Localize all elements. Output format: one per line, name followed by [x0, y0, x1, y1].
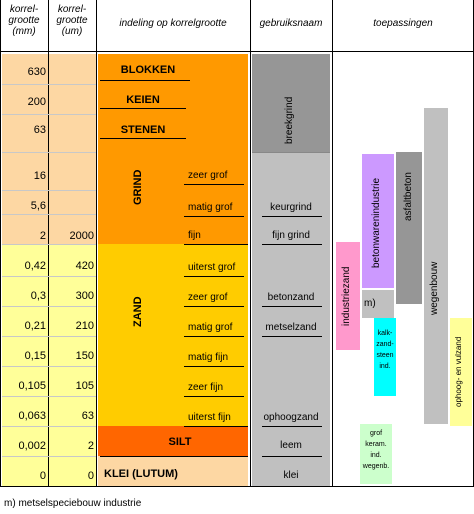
- um-value: 210: [75, 320, 94, 332]
- bar-betonwaren: betonwarenindustrie: [362, 154, 394, 288]
- um-value: 420: [75, 260, 94, 272]
- um-value: 2: [87, 440, 94, 452]
- um-value: 150: [75, 350, 94, 362]
- mm-value: 0,3: [30, 290, 46, 302]
- label-grofkeram: grof keram. ind. wegenb.: [362, 430, 390, 470]
- subclass-grind-0: zeer grof: [188, 170, 228, 181]
- mm-value: 0,15: [24, 350, 46, 362]
- mm-value: 0: [39, 470, 46, 482]
- header-gebruiksnaam: gebruiksnaam: [259, 18, 323, 29]
- um-value: 2000: [69, 230, 94, 242]
- class-keien: KEIEN: [126, 94, 160, 106]
- label-asfaltbeton: asfaltbeton: [403, 172, 414, 222]
- lightyellow-block: [2, 244, 96, 436]
- bar-asfaltbeton: asfaltbeton: [396, 152, 422, 304]
- class-klei: KLEI (LUTUM): [104, 468, 178, 480]
- label-m: m): [364, 298, 376, 309]
- subclass-zand-3: matig fijn: [188, 352, 229, 363]
- gray-block: [252, 152, 330, 486]
- subclass-zand-5: uiterst fijn: [188, 412, 231, 423]
- subclass-zand-1: zeer grof: [188, 292, 228, 303]
- class-blokken: BLOKKEN: [120, 64, 176, 76]
- mm-value: 200: [27, 96, 46, 108]
- class-grind: GRIND: [132, 169, 144, 205]
- mm-value: 0,42: [24, 260, 46, 272]
- footnote: m) metselspeciebouw industrie: [4, 498, 142, 509]
- peach-block: [2, 54, 96, 244]
- um-value: 300: [75, 290, 94, 302]
- label-betonwaren: betonwarenindustrie: [371, 177, 382, 269]
- bar-industriezand: industriezand: [336, 242, 360, 350]
- subclass-zand-0: uiterst grof: [188, 262, 236, 273]
- subclass-zand-2: matig grof: [188, 322, 233, 333]
- label-kalkzandsteen: kalk- zand- steen ind.: [376, 330, 394, 370]
- header-korrel-mm: korrel- grootte (mm): [8, 4, 40, 37]
- header-korrel-um: korrel- grootte (um): [56, 4, 88, 37]
- gebruik-breekgrind: breekgrind: [284, 96, 295, 144]
- class-stenen: STENEN: [120, 124, 166, 136]
- mm-value: 16: [33, 170, 46, 182]
- mm-value: 2: [39, 230, 46, 242]
- peach-klei-block: [98, 456, 248, 486]
- mm-value: 0,063: [18, 410, 46, 422]
- header-row: [0, 0, 474, 52]
- subclass-grind-2: fijn: [188, 230, 201, 241]
- header-indeling: indeling op korrelgrootte: [119, 18, 227, 29]
- gebruik-fijngrind: fijn grind: [272, 230, 310, 241]
- darkgray-block: [252, 54, 330, 152]
- bar-metselspecie: m): [362, 290, 394, 318]
- gebruik-klei: klei: [283, 470, 299, 481]
- gebruik-ophoogzand: ophoogzand: [263, 412, 319, 423]
- bar-wegenbouw: wegenbouw: [424, 108, 448, 424]
- gebruik-keurgrind: keurgrind: [270, 202, 312, 213]
- lightyellow-block-bottom: [2, 436, 96, 486]
- label-industriezand: industriezand: [341, 266, 352, 326]
- bar-kalkzandsteen: kalk- zand- steen ind.: [374, 318, 396, 396]
- gebruik-leem: leem: [280, 440, 302, 451]
- subclass-zand-4: zeer fijn: [188, 382, 224, 393]
- mm-value: 630: [27, 66, 46, 78]
- mm-value: 0,21: [24, 320, 46, 332]
- gebruik-betonzand: betonzand: [267, 292, 315, 303]
- bar-ophoogvulzand: ophoog- en vulzand: [450, 318, 472, 426]
- yellow-block: [98, 244, 248, 426]
- header-toepassingen: toepassingen: [373, 18, 433, 29]
- mm-value: 5,6: [30, 200, 46, 212]
- label-ophoog: ophoog- en vulzand: [454, 336, 463, 408]
- label-wegenbouw: wegenbouw: [429, 261, 440, 315]
- mm-value: 63: [33, 124, 46, 136]
- um-value: 63: [81, 410, 94, 422]
- mm-value: 0,105: [18, 380, 46, 392]
- orange-block: [98, 54, 248, 244]
- class-silt: SILT: [168, 436, 192, 448]
- red-block: [98, 426, 248, 456]
- subclass-grind-1: matig grof: [188, 202, 233, 213]
- um-value: 0: [87, 470, 94, 482]
- um-value: 105: [75, 380, 94, 392]
- class-zand: ZAND: [132, 296, 144, 328]
- mm-value: 0,002: [18, 440, 46, 452]
- gebruik-metselzand: metselzand: [265, 322, 317, 333]
- bar-grofkeramisch: grof keram. ind. wegenb.: [360, 424, 392, 484]
